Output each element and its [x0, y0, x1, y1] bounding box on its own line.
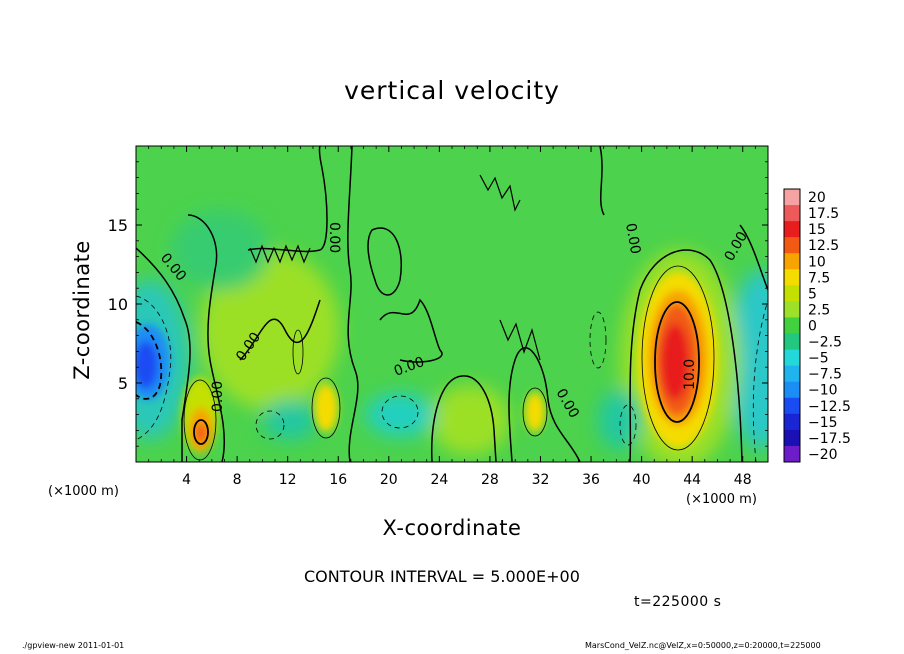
- x-tick-label: 4: [182, 472, 191, 488]
- colorbar-swatch: [784, 269, 800, 286]
- colorbar-swatch: [784, 205, 800, 222]
- contour-label: 0.00: [622, 222, 643, 255]
- x-axis-label: X-coordinate: [382, 516, 522, 540]
- colorbar-label: 7.5: [808, 270, 830, 286]
- colorbar-swatch: [784, 301, 800, 318]
- contour-zero: [187, 214, 226, 462]
- colorbar-label: −17.5: [808, 431, 851, 447]
- contour-zero: [136, 247, 191, 462]
- colorbar-frame: [783, 188, 801, 463]
- colorbar-label: 2.5: [808, 302, 830, 318]
- colorbar-label: −7.5: [808, 367, 842, 383]
- contour-10: [654, 301, 700, 423]
- contour-minus5: [381, 395, 419, 429]
- contour-5: [641, 265, 715, 451]
- colorbar-swatch: [784, 221, 800, 238]
- x-tick-label: 32: [532, 472, 550, 488]
- colorbar-label: 15: [808, 222, 826, 238]
- contour-5: [183, 379, 217, 461]
- colorbar-label: −10: [808, 383, 838, 399]
- y-tick-label: 10: [108, 295, 128, 314]
- x-tick-label: 36: [582, 472, 600, 488]
- chart-title: vertical velocity: [344, 76, 560, 105]
- colorbar-swatch: [784, 317, 800, 335]
- contour-noise: [249, 244, 311, 264]
- contour-minus5: [619, 404, 637, 446]
- colorbar-swatch: [784, 429, 800, 447]
- contour-minus5: [136, 295, 172, 441]
- colorbar-swatch: [784, 381, 800, 399]
- colorbar-label: 20: [808, 190, 826, 206]
- colorbar-label: 5: [808, 286, 817, 302]
- field-cores: [136, 272, 718, 453]
- x-tick-label: 28: [481, 472, 499, 488]
- colorbar-swatch: [784, 397, 800, 415]
- contour-zero: [431, 375, 497, 462]
- colorbar-label: −5: [808, 351, 829, 367]
- colorbar-swatch: [784, 365, 800, 383]
- contour-zero: [629, 249, 743, 462]
- contour-zero: [508, 347, 581, 462]
- contour-minus10: [136, 321, 163, 400]
- contour-5: [311, 377, 341, 439]
- colorbar-swatch: [784, 237, 800, 254]
- colorbar-swatch: [784, 445, 800, 463]
- colorbar-label: 17.5: [808, 206, 839, 222]
- x-unit-label: (×1000 m): [48, 484, 119, 499]
- x-tick-label: 12: [279, 472, 297, 488]
- colorbar-swatch: [784, 349, 800, 367]
- x-tick-label: 48: [734, 472, 752, 488]
- y-axis-label: Z-coordinate: [70, 240, 94, 380]
- x-unit-label-right: (×1000 m): [686, 492, 757, 507]
- footer-right: MarsCond_VelZ.nc@VelZ,x=0:50000,z=0:2000…: [585, 641, 821, 650]
- x-tick-label: 16: [329, 472, 347, 488]
- contour-10: [193, 419, 209, 445]
- contour-noise: [479, 174, 521, 212]
- contour-5: [522, 387, 548, 437]
- y-tick-label: 15: [108, 216, 128, 235]
- colorbar-swatch: [784, 333, 800, 351]
- contour-zero: [239, 299, 321, 361]
- footer-left: ./gpview-new 2011-01-01: [22, 641, 125, 650]
- contour-interval-note: CONTOUR INTERVAL = 5.000E+00: [304, 567, 580, 586]
- colorbar-label: −2.5: [808, 335, 842, 351]
- contour-minus5: [589, 311, 607, 369]
- contour-labels: 0.00 0.00 0.00 0.00 0.00 0.00 0.00 0.00 …: [157, 222, 751, 421]
- colorbar-label: −15: [808, 415, 838, 431]
- contour-zero: [367, 227, 402, 296]
- colorbar-label: 12.5: [808, 238, 839, 254]
- time-stamp: t=225000 s: [634, 594, 722, 610]
- x-tick-label: 40: [633, 472, 651, 488]
- heatmap-field: 0.00 0.00 0.00 0.00 0.00 0.00 0.00 0.00 …: [136, 146, 768, 462]
- x-tick-label: 8: [233, 472, 242, 488]
- contour-zero: [739, 224, 768, 291]
- contour-label: 0.00: [326, 222, 342, 253]
- colorbar-swatch: [784, 413, 800, 431]
- colorbar-label: 10: [808, 254, 826, 270]
- colorbar: 2017.51512.5107.552.50−2.5−5−7.5−10−12.5…: [783, 188, 851, 463]
- x-tick-label: 24: [430, 472, 448, 488]
- contour-minus5: [752, 299, 768, 462]
- colorbar-label: −20: [808, 447, 838, 463]
- colorbar-swatch: [784, 285, 800, 302]
- contour-lines: [136, 146, 768, 462]
- contour-minus5: [255, 410, 285, 440]
- contour-zero: [347, 146, 359, 462]
- contour-label: 10.0: [682, 359, 698, 390]
- colorbar-swatch: [784, 253, 800, 270]
- contour-zero: [599, 146, 605, 216]
- contour-5: [292, 329, 304, 375]
- colorbar-swatch: [784, 189, 800, 206]
- x-tick-label: 44: [683, 472, 701, 488]
- colorbar-label: 0: [808, 319, 817, 335]
- contour-zero: [379, 298, 443, 363]
- y-tick-label: 5: [118, 374, 128, 393]
- contour-noise: [499, 319, 541, 361]
- x-tick-label: 20: [380, 472, 398, 488]
- contour-label: 0.00: [210, 381, 226, 412]
- colorbar-label: −12.5: [808, 399, 851, 415]
